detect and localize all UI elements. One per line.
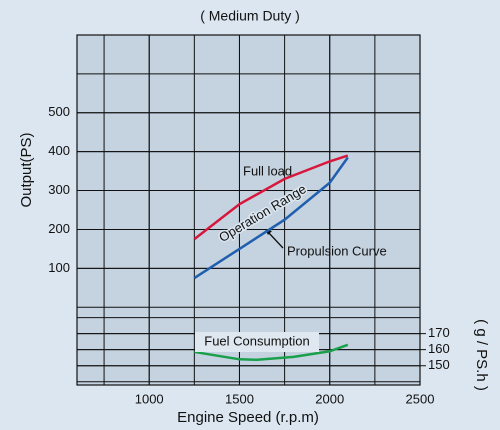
series-line xyxy=(193,156,349,280)
x-tick-label: 2000 xyxy=(315,391,344,406)
x-axis-label: Engine Speed (r.p.m) xyxy=(177,409,319,426)
series-label: Propulsion Curve xyxy=(287,243,387,258)
y-axis-label: Output(PS) xyxy=(18,132,35,207)
y-tick-label: 500 xyxy=(48,104,70,119)
y-tick-label: 400 xyxy=(48,143,70,158)
y2-axis-label: ( g / PS.h ) xyxy=(473,319,490,391)
y2-tick-label: 160 xyxy=(428,341,450,356)
chart-title: ( Medium Duty ) xyxy=(200,8,300,24)
series-label: Fuel Consumption xyxy=(204,333,310,348)
y-tick-label: 200 xyxy=(48,221,70,236)
series-line xyxy=(193,154,349,241)
y-tick-label: 300 xyxy=(48,182,70,197)
y2-tick-label: 150 xyxy=(428,357,450,372)
plot-area xyxy=(77,35,420,385)
label-box xyxy=(195,332,319,352)
x-tick-label: 1000 xyxy=(135,391,164,406)
series-label: Full load xyxy=(243,163,292,178)
y2-tick-label: 170 xyxy=(428,325,450,340)
y-tick-label: 100 xyxy=(48,260,70,275)
arrow xyxy=(267,231,284,249)
series-line xyxy=(194,343,349,362)
x-tick-label: 1500 xyxy=(225,391,254,406)
x-tick-label: 2500 xyxy=(406,391,435,406)
